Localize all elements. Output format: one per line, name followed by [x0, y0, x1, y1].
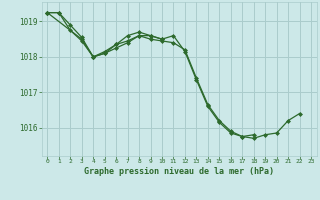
X-axis label: Graphe pression niveau de la mer (hPa): Graphe pression niveau de la mer (hPa)	[84, 167, 274, 176]
